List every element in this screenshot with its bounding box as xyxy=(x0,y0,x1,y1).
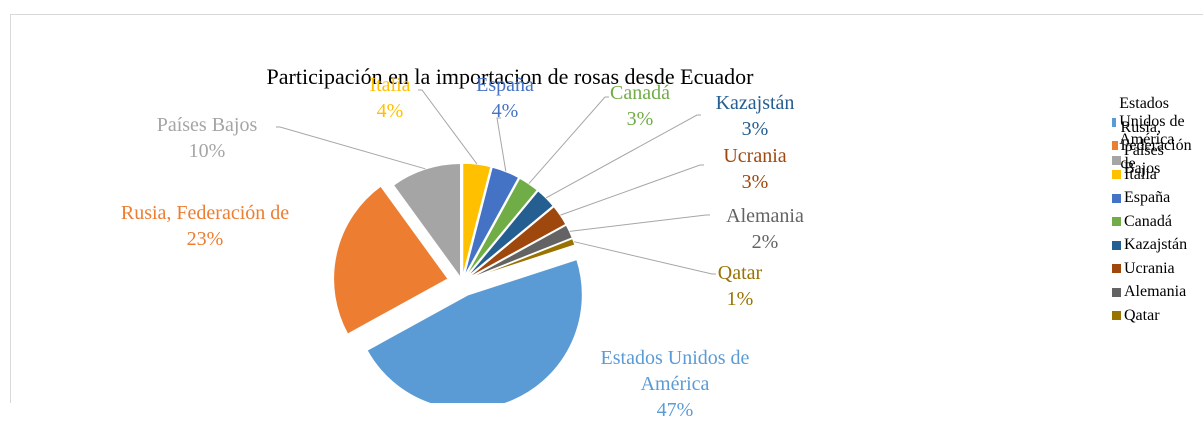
legend-label: Ucrania xyxy=(1124,260,1175,278)
data-label-name: Kazajstán xyxy=(660,90,850,116)
legend-label: Qatar xyxy=(1124,307,1160,325)
legend-swatch xyxy=(1112,311,1121,320)
legend-swatch xyxy=(1112,264,1121,273)
data-label-value: 2% xyxy=(670,229,860,255)
legend-label: Kazajstán xyxy=(1124,236,1187,254)
legend-entry: Ucrania xyxy=(1112,260,1175,278)
legend-label: Alemania xyxy=(1124,283,1186,301)
data-label-name: Países Bajos xyxy=(112,112,302,138)
legend-swatch xyxy=(1112,156,1121,165)
legend-swatch xyxy=(1112,241,1121,250)
data-label-name: Estados Unidos de América xyxy=(580,345,770,397)
data-label-value: 1% xyxy=(645,286,835,312)
legend-label: España xyxy=(1124,189,1170,207)
leader-line xyxy=(497,118,506,171)
legend-swatch xyxy=(1112,288,1121,297)
data-label-value: 3% xyxy=(660,169,850,195)
legend-swatch xyxy=(1112,217,1121,226)
legend-label: Italia xyxy=(1124,166,1157,184)
legend-entry: Canadá xyxy=(1112,213,1172,231)
legend-entry: Italia xyxy=(1112,166,1157,184)
legend-entry: España xyxy=(1112,189,1170,207)
legend-entry: Qatar xyxy=(1112,307,1160,325)
data-label-name: Qatar xyxy=(645,260,835,286)
legend-entry: Kazajstán xyxy=(1112,236,1187,254)
data-label-name: Alemania xyxy=(670,203,860,229)
data-label-name: Rusia, Federación de xyxy=(110,200,300,226)
data-label-value: 3% xyxy=(660,116,850,142)
chart: Participación en la importacion de rosas… xyxy=(0,0,1203,403)
data-label-name: Ucrania xyxy=(660,143,850,169)
data-label-value: 23% xyxy=(110,226,300,252)
data-label-value: 47% xyxy=(580,397,770,423)
legend-swatch xyxy=(1112,170,1121,179)
legend-label: Canadá xyxy=(1124,213,1172,231)
data-label-value: 10% xyxy=(112,138,302,164)
legend-swatch xyxy=(1112,194,1121,203)
legend-entry: Alemania xyxy=(1112,283,1186,301)
